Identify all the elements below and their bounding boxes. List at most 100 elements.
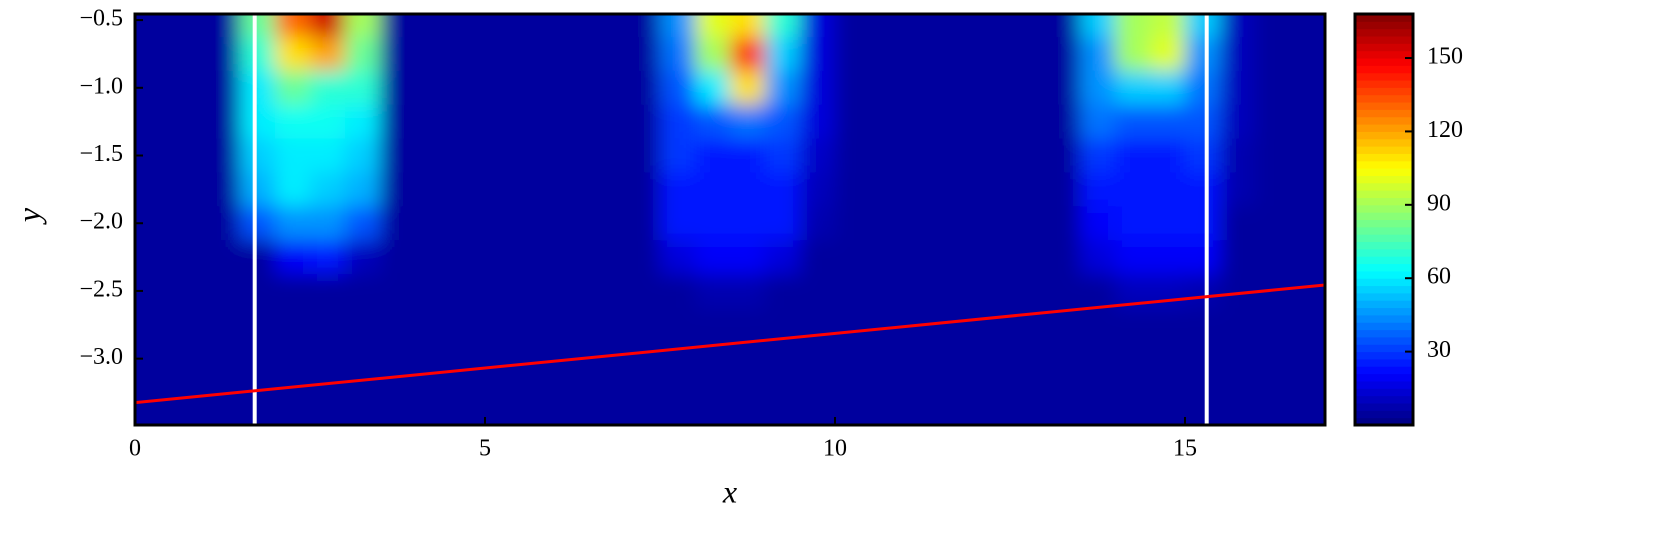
- heatmap-cell: [170, 375, 206, 425]
- heatmap-cell: [555, 14, 591, 38]
- heatmap-cell: [975, 206, 1011, 241]
- heatmap-cell: [1185, 37, 1221, 72]
- heatmap-cell: [660, 375, 696, 425]
- heatmap-cell: [1045, 104, 1081, 140]
- heatmap-cell: [1010, 341, 1046, 377]
- heatmap-cell: [1290, 104, 1325, 140]
- heatmap-cell: [240, 240, 276, 275]
- heatmap-cell: [835, 37, 871, 72]
- heatmap-cell: [520, 274, 556, 309]
- heatmap-cell: [415, 138, 451, 173]
- heatmap-cell: [275, 37, 311, 72]
- heatmap-cell: [660, 307, 696, 343]
- heatmap-cell: [1290, 375, 1325, 425]
- heatmap-cell: [905, 14, 941, 38]
- heatmap-cell: [1045, 341, 1081, 377]
- heatmap-cell: [345, 70, 381, 106]
- colorbar-step: [1355, 292, 1413, 301]
- heatmap-cell: [800, 37, 836, 72]
- heatmap-cell: [275, 70, 311, 106]
- heatmap-cell: [835, 341, 871, 377]
- heatmap-cell: [1010, 206, 1046, 241]
- heatmap-cell: [310, 172, 346, 207]
- heatmap-cell: [765, 14, 801, 38]
- colorbar-step: [1355, 197, 1413, 206]
- heatmap-cell: [590, 375, 626, 425]
- heatmap-cell: [975, 14, 1011, 38]
- heatmap-cell: [450, 37, 486, 72]
- heatmap-cell: [625, 104, 661, 140]
- heatmap-cell: [345, 240, 381, 275]
- heatmap-cell: [1185, 104, 1221, 140]
- heatmap-cell: [730, 138, 766, 173]
- heatmap-cell: [765, 37, 801, 72]
- heatmap-cell: [590, 341, 626, 377]
- colorbar-step: [1355, 329, 1413, 338]
- heatmap-cell: [1290, 274, 1325, 309]
- heatmap-cell: [625, 307, 661, 343]
- heatmap-cell: [345, 341, 381, 377]
- heatmap-cell: [1080, 172, 1116, 207]
- plot-area: [135, 14, 1325, 425]
- heatmap-cell: [625, 240, 661, 275]
- heatmap-cell: [275, 206, 311, 241]
- heatmap-cell: [240, 138, 276, 173]
- heatmap-cell: [905, 206, 941, 241]
- heatmap-cell: [730, 37, 766, 72]
- heatmap-cell: [975, 138, 1011, 173]
- heatmap-cell: [170, 172, 206, 207]
- heatmap-cell: [1220, 375, 1256, 425]
- heatmap-cell: [1185, 341, 1221, 377]
- plot-frame: [133, 12, 1327, 427]
- heatmap-cell: [590, 104, 626, 140]
- colorbar-step: [1355, 248, 1413, 257]
- heatmap-cell: [1220, 172, 1256, 207]
- heatmap: [135, 14, 1325, 425]
- heatmap-cell: [940, 172, 976, 207]
- heatmap-cell: [485, 206, 521, 241]
- heatmap-cell: [730, 172, 766, 207]
- heatmap-cell: [870, 14, 906, 38]
- heatmap-cell: [800, 104, 836, 140]
- heatmap-cell: [1150, 70, 1186, 106]
- heatmap-cell: [905, 274, 941, 309]
- colorbar-step: [1355, 256, 1413, 265]
- heatmap-cell: [590, 307, 626, 343]
- heatmap-cell: [905, 70, 941, 106]
- heatmap-cell: [380, 375, 416, 425]
- heatmap-cell: [205, 274, 241, 309]
- heatmap-cell: [1220, 138, 1256, 173]
- colorbar-step: [1355, 168, 1413, 176]
- heatmap-cell: [555, 70, 591, 106]
- heatmap-cell: [765, 172, 801, 207]
- colorbar-step: [1355, 190, 1413, 198]
- heatmap-cell: [800, 70, 836, 106]
- heatmap-cell: [1115, 341, 1151, 377]
- heatmap-cell: [415, 274, 451, 309]
- heatmap-cell: [275, 307, 311, 343]
- colorbar-step: [1355, 263, 1413, 272]
- heatmap-cell: [520, 138, 556, 173]
- heatmap-cell: [205, 307, 241, 343]
- heatmap-cell: [660, 14, 696, 38]
- heatmap-cell: [695, 138, 731, 173]
- heatmap-cell: [1150, 104, 1186, 140]
- heatmap-cell: [415, 307, 451, 343]
- heatmap-cell: [835, 274, 871, 309]
- heatmap-cell: [555, 274, 591, 309]
- heatmap-cell: [660, 172, 696, 207]
- heatmap-cell: [625, 70, 661, 106]
- heatmap-cell: [1290, 172, 1325, 207]
- heatmap-cell: [1150, 240, 1186, 275]
- heatmap-cell: [1045, 70, 1081, 106]
- heatmap-cell: [205, 375, 241, 425]
- colorbar-step: [1355, 94, 1413, 103]
- heatmap-cell: [485, 172, 521, 207]
- heatmap-cell: [1220, 70, 1256, 106]
- heatmap-cell: [1115, 14, 1151, 38]
- heatmap-cell: [765, 104, 801, 140]
- x-tick-label: 5: [479, 436, 491, 462]
- heatmap-cell: [625, 14, 661, 38]
- heatmap-cell: [870, 341, 906, 377]
- heatmap-cell: [240, 37, 276, 72]
